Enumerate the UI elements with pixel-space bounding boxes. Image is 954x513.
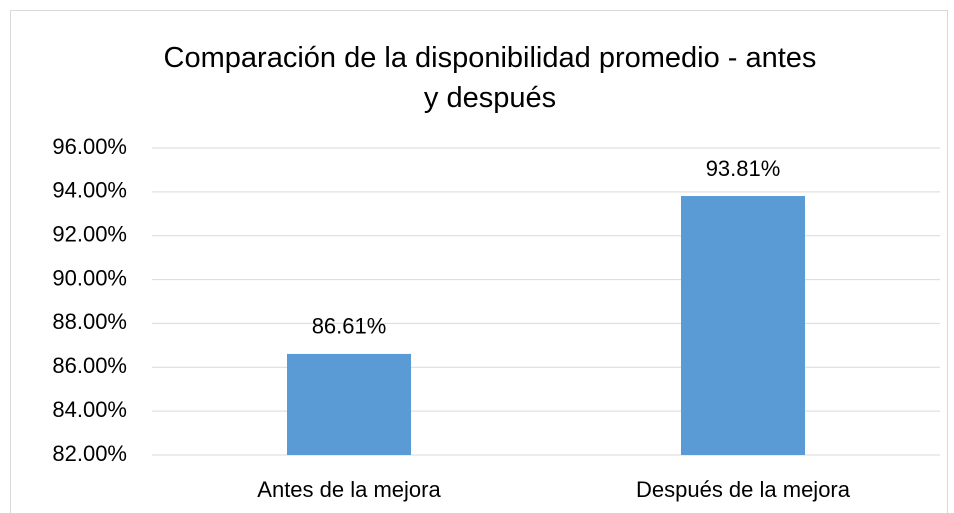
x-tick-label: Después de la mejora [636,477,851,502]
y-tick-label: 84.00% [52,397,127,422]
y-tick-label: 86.00% [52,353,127,378]
chart-title: Comparación de la disponibilidad promedi… [163,42,817,114]
bar [681,196,805,456]
y-tick-label: 88.00% [52,309,127,334]
y-tick-label: 96.00% [52,134,127,159]
y-tick-label: 82.00% [52,441,127,466]
y-tick-label: 90.00% [52,265,127,290]
bar [287,353,411,455]
x-tick-label: Antes de la mejora [257,477,441,502]
y-tick-label: 94.00% [52,178,127,203]
chart-border [10,10,948,513]
y-tick-label: 92.00% [52,222,127,247]
data-label: 86.61% [312,314,387,339]
data-label: 93.81% [706,156,781,181]
